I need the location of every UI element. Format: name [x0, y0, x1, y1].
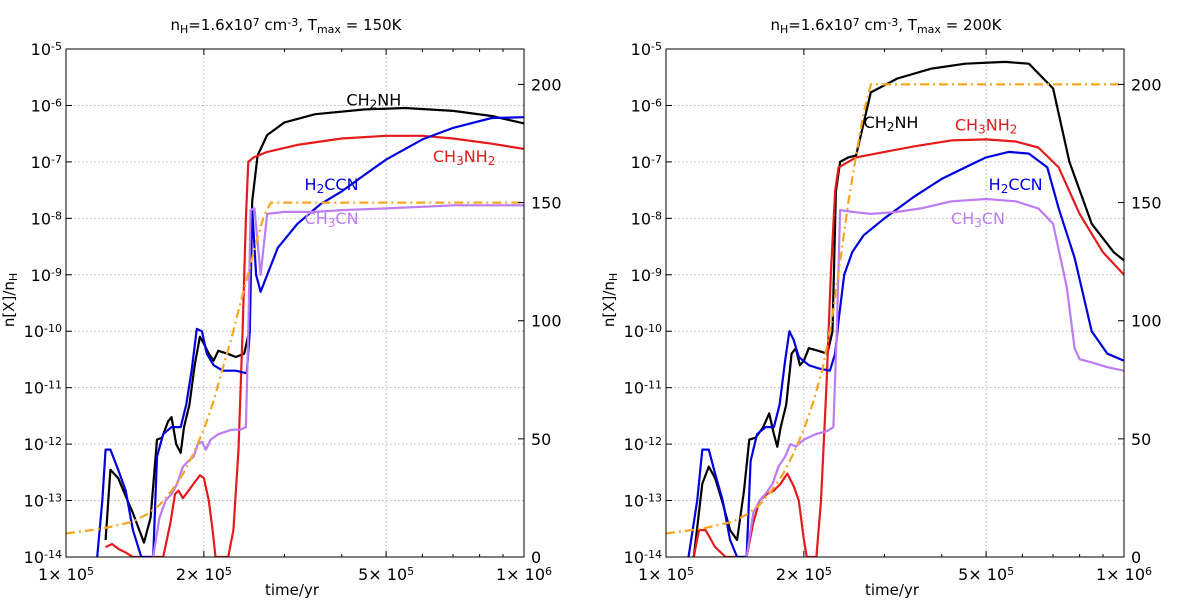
series-label-ch2nh: CH2NH [346, 90, 401, 111]
x-tick-label: 1× 105 [38, 565, 94, 584]
y-tick-label: 10-5 [631, 40, 662, 59]
y2-tick-label: 200 [531, 75, 562, 94]
y-axis-label: n[X]/nH [600, 273, 620, 327]
series-label-ch3nh2: CH3NH2 [433, 147, 495, 168]
x-tick-label: 2× 105 [176, 565, 232, 584]
y-tick-label: 10-7 [31, 153, 62, 172]
y-tick-label: 10-6 [631, 96, 662, 115]
y2-tick-label: 50 [1131, 430, 1151, 449]
y-tick-label: 10-13 [624, 492, 662, 511]
y2-tick-label: 100 [531, 312, 562, 331]
x-tick-label: 1× 105 [638, 565, 694, 584]
y-tick-label: 10-12 [624, 435, 662, 454]
y-axis-label: n[X]/nH [0, 273, 20, 327]
y-tick-label: 10-6 [31, 96, 62, 115]
chart-panel-left: nH=1.6x107 cm-3, Tmax = 150K time/yr n[X… [0, 16, 562, 599]
x-tick-label: 2× 105 [776, 565, 832, 584]
x-axis-label: time/yr [865, 581, 920, 599]
series-line-ch3nh2 [105, 134, 524, 557]
x-tick-label: 5× 105 [958, 565, 1014, 584]
series-line-ch2nh [104, 106, 524, 544]
series-label-ch2nh: CH2NH [864, 113, 919, 134]
y2-tick-label: 150 [1131, 194, 1162, 213]
y-tick-label: 10-5 [31, 40, 62, 59]
y-tick-label: 10-13 [24, 492, 62, 511]
series-line-ch3nh2 [692, 138, 1124, 557]
y-tick-label: 10-9 [31, 266, 62, 285]
x-tick-label: 5× 105 [358, 565, 414, 584]
series-line-h2ccn [96, 116, 524, 557]
series-label-ch3cn: CH3CN [305, 209, 359, 230]
plot-frame [65, 48, 525, 558]
series-label-h2ccn: H2CCN [989, 175, 1043, 196]
x-tick-label: 1× 106 [1096, 565, 1152, 584]
series-label-ch3cn: CH3CN [951, 209, 1005, 230]
y-tick-label: 10-11 [624, 379, 662, 398]
series-line-ch3cn [152, 204, 524, 557]
chart-title: nH=1.6x107 cm-3, Tmax = 200K [770, 16, 1002, 36]
x-tick-label: 1× 106 [496, 565, 552, 584]
y-tick-label: 10-8 [631, 209, 662, 228]
series-line-temp [666, 83, 1124, 535]
y-tick-label: 10-8 [31, 209, 62, 228]
chart-title: nH=1.6x107 cm-3, Tmax = 150K [170, 16, 402, 36]
y2-tick-label: 0 [1131, 548, 1141, 567]
y-tick-label: 10-7 [631, 153, 662, 172]
y-tick-label: 10-12 [24, 435, 62, 454]
series-line-temp [66, 201, 524, 535]
plot-frame [665, 48, 1125, 558]
y-tick-label: 10-10 [624, 322, 662, 341]
series-line-ch3cn [745, 197, 1124, 557]
series-label-h2ccn: H2CCN [305, 175, 359, 196]
x-axis-label: time/yr [265, 581, 320, 599]
y2-tick-label: 150 [531, 194, 562, 213]
y2-tick-label: 100 [1131, 312, 1162, 331]
y-tick-label: 10-9 [631, 266, 662, 285]
y-tick-label: 10-10 [24, 322, 62, 341]
y-tick-label: 10-14 [24, 548, 62, 567]
y-tick-label: 10-14 [624, 548, 662, 567]
series-label-ch3nh2: CH3NH2 [955, 115, 1017, 136]
y2-tick-label: 200 [1131, 75, 1162, 94]
y-tick-label: 10-11 [24, 379, 62, 398]
y2-tick-label: 0 [531, 548, 541, 567]
y2-tick-label: 50 [531, 430, 551, 449]
chart-panel-right: nH=1.6x107 cm-3, Tmax = 200K time/yr n[X… [600, 16, 1162, 599]
series-line-h2ccn [687, 150, 1124, 557]
series-line-ch2nh [692, 60, 1124, 557]
